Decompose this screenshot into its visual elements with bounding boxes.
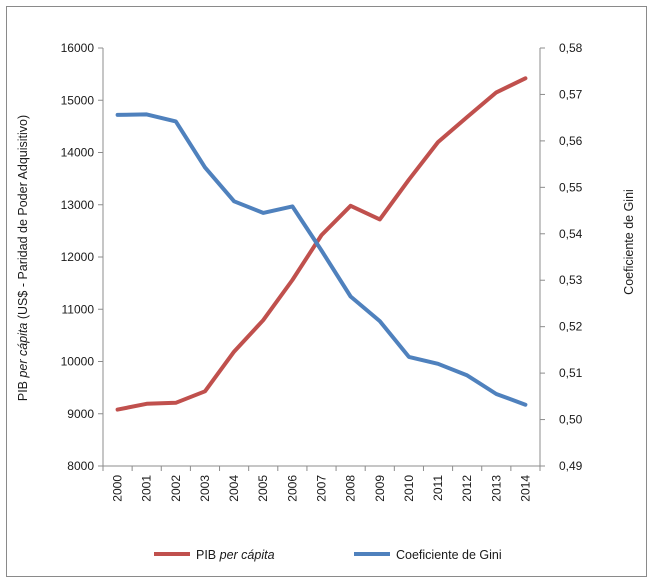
series-group	[115, 76, 528, 412]
left-tick-label: 16000	[61, 41, 95, 55]
x-tick-label: 2008	[344, 475, 358, 502]
left-tick-label: 8000	[67, 459, 94, 473]
right-axis-title: Coeficiente de Gini	[622, 189, 636, 295]
left-tick-label: 9000	[67, 407, 94, 421]
left-tick-label: 14000	[61, 146, 95, 160]
x-tick-label: 2007	[315, 475, 329, 502]
x-tick-label: 2006	[285, 475, 299, 502]
x-tick-label: 2001	[140, 475, 154, 502]
right-tick-label: 0,54	[559, 227, 583, 241]
right-tick-label: 0,56	[559, 134, 583, 148]
legend-label-gini: Coeficiente de Gini	[396, 548, 502, 562]
x-tick-label: 2011	[431, 475, 445, 501]
right-tick-label: 0,58	[559, 41, 583, 55]
x-tick-label: 2012	[460, 475, 474, 502]
x-tick-label: 2009	[373, 475, 387, 502]
x-tick-label: 2005	[256, 475, 270, 502]
x-axis-ticks: 2000 2001 2002 2003 2004 2005 2006 2007 2008 2009…	[102, 466, 541, 502]
left-tick-label: 15000	[61, 93, 95, 107]
right-tick-label: 0,53	[559, 273, 583, 287]
right-tick-label: 0,50	[559, 413, 583, 427]
x-tick-label: 2002	[169, 475, 183, 502]
right-tick-label: 0,55	[559, 180, 583, 194]
left-axis-ticks: 8000 9000 10000 11000 12000 13000 14000 15000 16…	[61, 41, 103, 473]
right-tick-label: 0,57	[559, 87, 583, 101]
x-tick-label: 2013	[489, 475, 503, 502]
x-tick-label: 2000	[111, 475, 125, 502]
right-tick-label: 0,52	[559, 320, 583, 334]
left-tick-label: 12000	[61, 250, 95, 264]
right-tick-label: 0,49	[559, 459, 583, 473]
left-tick-label: 13000	[61, 198, 95, 212]
legend: PIB per cápita Coeficiente de Gini	[154, 548, 502, 562]
x-tick-label: 2003	[198, 475, 212, 502]
series-line-1	[115, 112, 528, 407]
right-tick-label: 0,51	[559, 366, 583, 380]
left-axis-title: PIB per cápita (US$ - Paridad de Poder A…	[16, 115, 30, 401]
x-tick-label: 2014	[518, 475, 532, 502]
series-line-0	[115, 76, 528, 412]
left-tick-label: 11000	[62, 302, 95, 316]
left-tick-label: 10000	[61, 355, 95, 369]
x-tick-label: 2010	[402, 475, 416, 502]
x-tick-label: 2004	[227, 475, 241, 502]
right-axis-ticks: 0,49 0,50 0,51 0,52 0,53 0,54 0,55 0,56 0,57 0,58	[540, 41, 583, 473]
legend-label-pib: PIB per cápita	[196, 548, 275, 562]
